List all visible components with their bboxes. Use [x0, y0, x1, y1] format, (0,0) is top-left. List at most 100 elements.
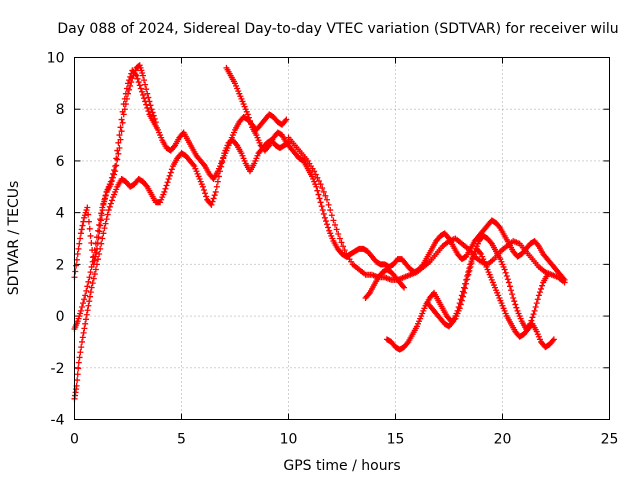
- data-point: [144, 90, 151, 97]
- data-point: [561, 279, 568, 286]
- data-point: [167, 169, 174, 176]
- data-point: [99, 235, 106, 242]
- data-point: [95, 256, 102, 263]
- data-point: [509, 291, 516, 298]
- data-point: [527, 320, 534, 327]
- data-point: [82, 320, 89, 327]
- data-point: [530, 311, 537, 318]
- data-point: [85, 218, 92, 225]
- data-point: [244, 111, 251, 118]
- data-point: [72, 268, 79, 275]
- y-tick-label: 10: [47, 51, 65, 67]
- data-point: [108, 197, 115, 204]
- data-point: [199, 183, 206, 190]
- data-point: [118, 128, 125, 135]
- data-point: [80, 300, 87, 307]
- data-point: [81, 296, 88, 303]
- data-point: [315, 191, 322, 198]
- data-point: [77, 235, 84, 242]
- data-point: [90, 253, 97, 260]
- data-point: [449, 319, 456, 326]
- data-point: [265, 143, 272, 150]
- data-point: [143, 182, 150, 189]
- data-point: [141, 77, 148, 84]
- data-point: [126, 77, 133, 84]
- x-tick-label: 5: [177, 432, 186, 448]
- data-point: [137, 85, 144, 92]
- grid-lines: [74, 57, 610, 420]
- data-point: [319, 207, 326, 214]
- x-axis-label: GPS time / hours: [283, 458, 400, 474]
- data-point: [456, 300, 463, 307]
- data-point: [80, 329, 87, 336]
- x-tick-label: 15: [387, 432, 405, 448]
- data-point: [401, 284, 408, 291]
- data-point: [469, 254, 476, 261]
- data-point: [202, 190, 209, 197]
- data-point: [139, 72, 146, 79]
- data-point: [315, 177, 322, 184]
- data-point: [539, 282, 546, 289]
- data-point: [85, 211, 92, 218]
- series-track-h: [424, 232, 551, 332]
- data-point: [506, 283, 513, 290]
- y-axis-label: SDTVAR / TECUs: [6, 181, 22, 296]
- data-point: [74, 371, 81, 378]
- data-point: [84, 283, 91, 290]
- y-tick-label: -2: [51, 361, 65, 377]
- data-point: [320, 210, 327, 217]
- data-point: [208, 201, 215, 208]
- data-point: [532, 304, 539, 311]
- data-point: [114, 147, 121, 154]
- data-point: [133, 72, 140, 79]
- data-point: [108, 174, 115, 181]
- y-tick-label: 4: [56, 206, 65, 222]
- data-point: [114, 156, 121, 163]
- data-point: [96, 251, 103, 258]
- data-point: [168, 166, 175, 173]
- data-point: [101, 196, 108, 203]
- data-point: [531, 307, 538, 314]
- data-point: [87, 232, 94, 239]
- data-point: [123, 85, 130, 92]
- data-point: [102, 220, 109, 227]
- data-point: [327, 207, 334, 214]
- data-point: [76, 354, 83, 361]
- data-point: [93, 234, 100, 241]
- y-tick-label: 0: [56, 309, 65, 325]
- data-point: [464, 272, 471, 279]
- data-point: [330, 217, 337, 224]
- data-point: [335, 230, 342, 237]
- y-tick-labels: -4 -2 0 2 4 6 8 10: [47, 51, 65, 429]
- data-point: [504, 276, 511, 283]
- data-point: [283, 116, 290, 123]
- data-point: [136, 82, 143, 89]
- data-point: [162, 185, 169, 192]
- data-point: [148, 106, 155, 113]
- data-point: [110, 170, 117, 177]
- data-point: [86, 298, 93, 305]
- data-point: [102, 192, 109, 199]
- data-point: [145, 108, 152, 115]
- data-point: [144, 104, 151, 111]
- data-point: [107, 178, 114, 185]
- data-point: [78, 226, 85, 233]
- data-point: [163, 182, 170, 189]
- data-point: [87, 289, 94, 296]
- data-point: [115, 150, 122, 157]
- data-point: [74, 251, 81, 258]
- data-point: [190, 161, 197, 168]
- data-point: [210, 195, 217, 202]
- data-point: [512, 301, 519, 308]
- data-point: [322, 192, 329, 199]
- data-point: [141, 95, 148, 102]
- series-track-b: [71, 137, 292, 402]
- data-point: [74, 377, 81, 384]
- y-tick-label: 2: [56, 257, 65, 273]
- data-point: [455, 304, 462, 311]
- data-point: [468, 258, 475, 265]
- data-point: [454, 307, 461, 314]
- data-point: [138, 88, 145, 95]
- data-point: [399, 283, 406, 290]
